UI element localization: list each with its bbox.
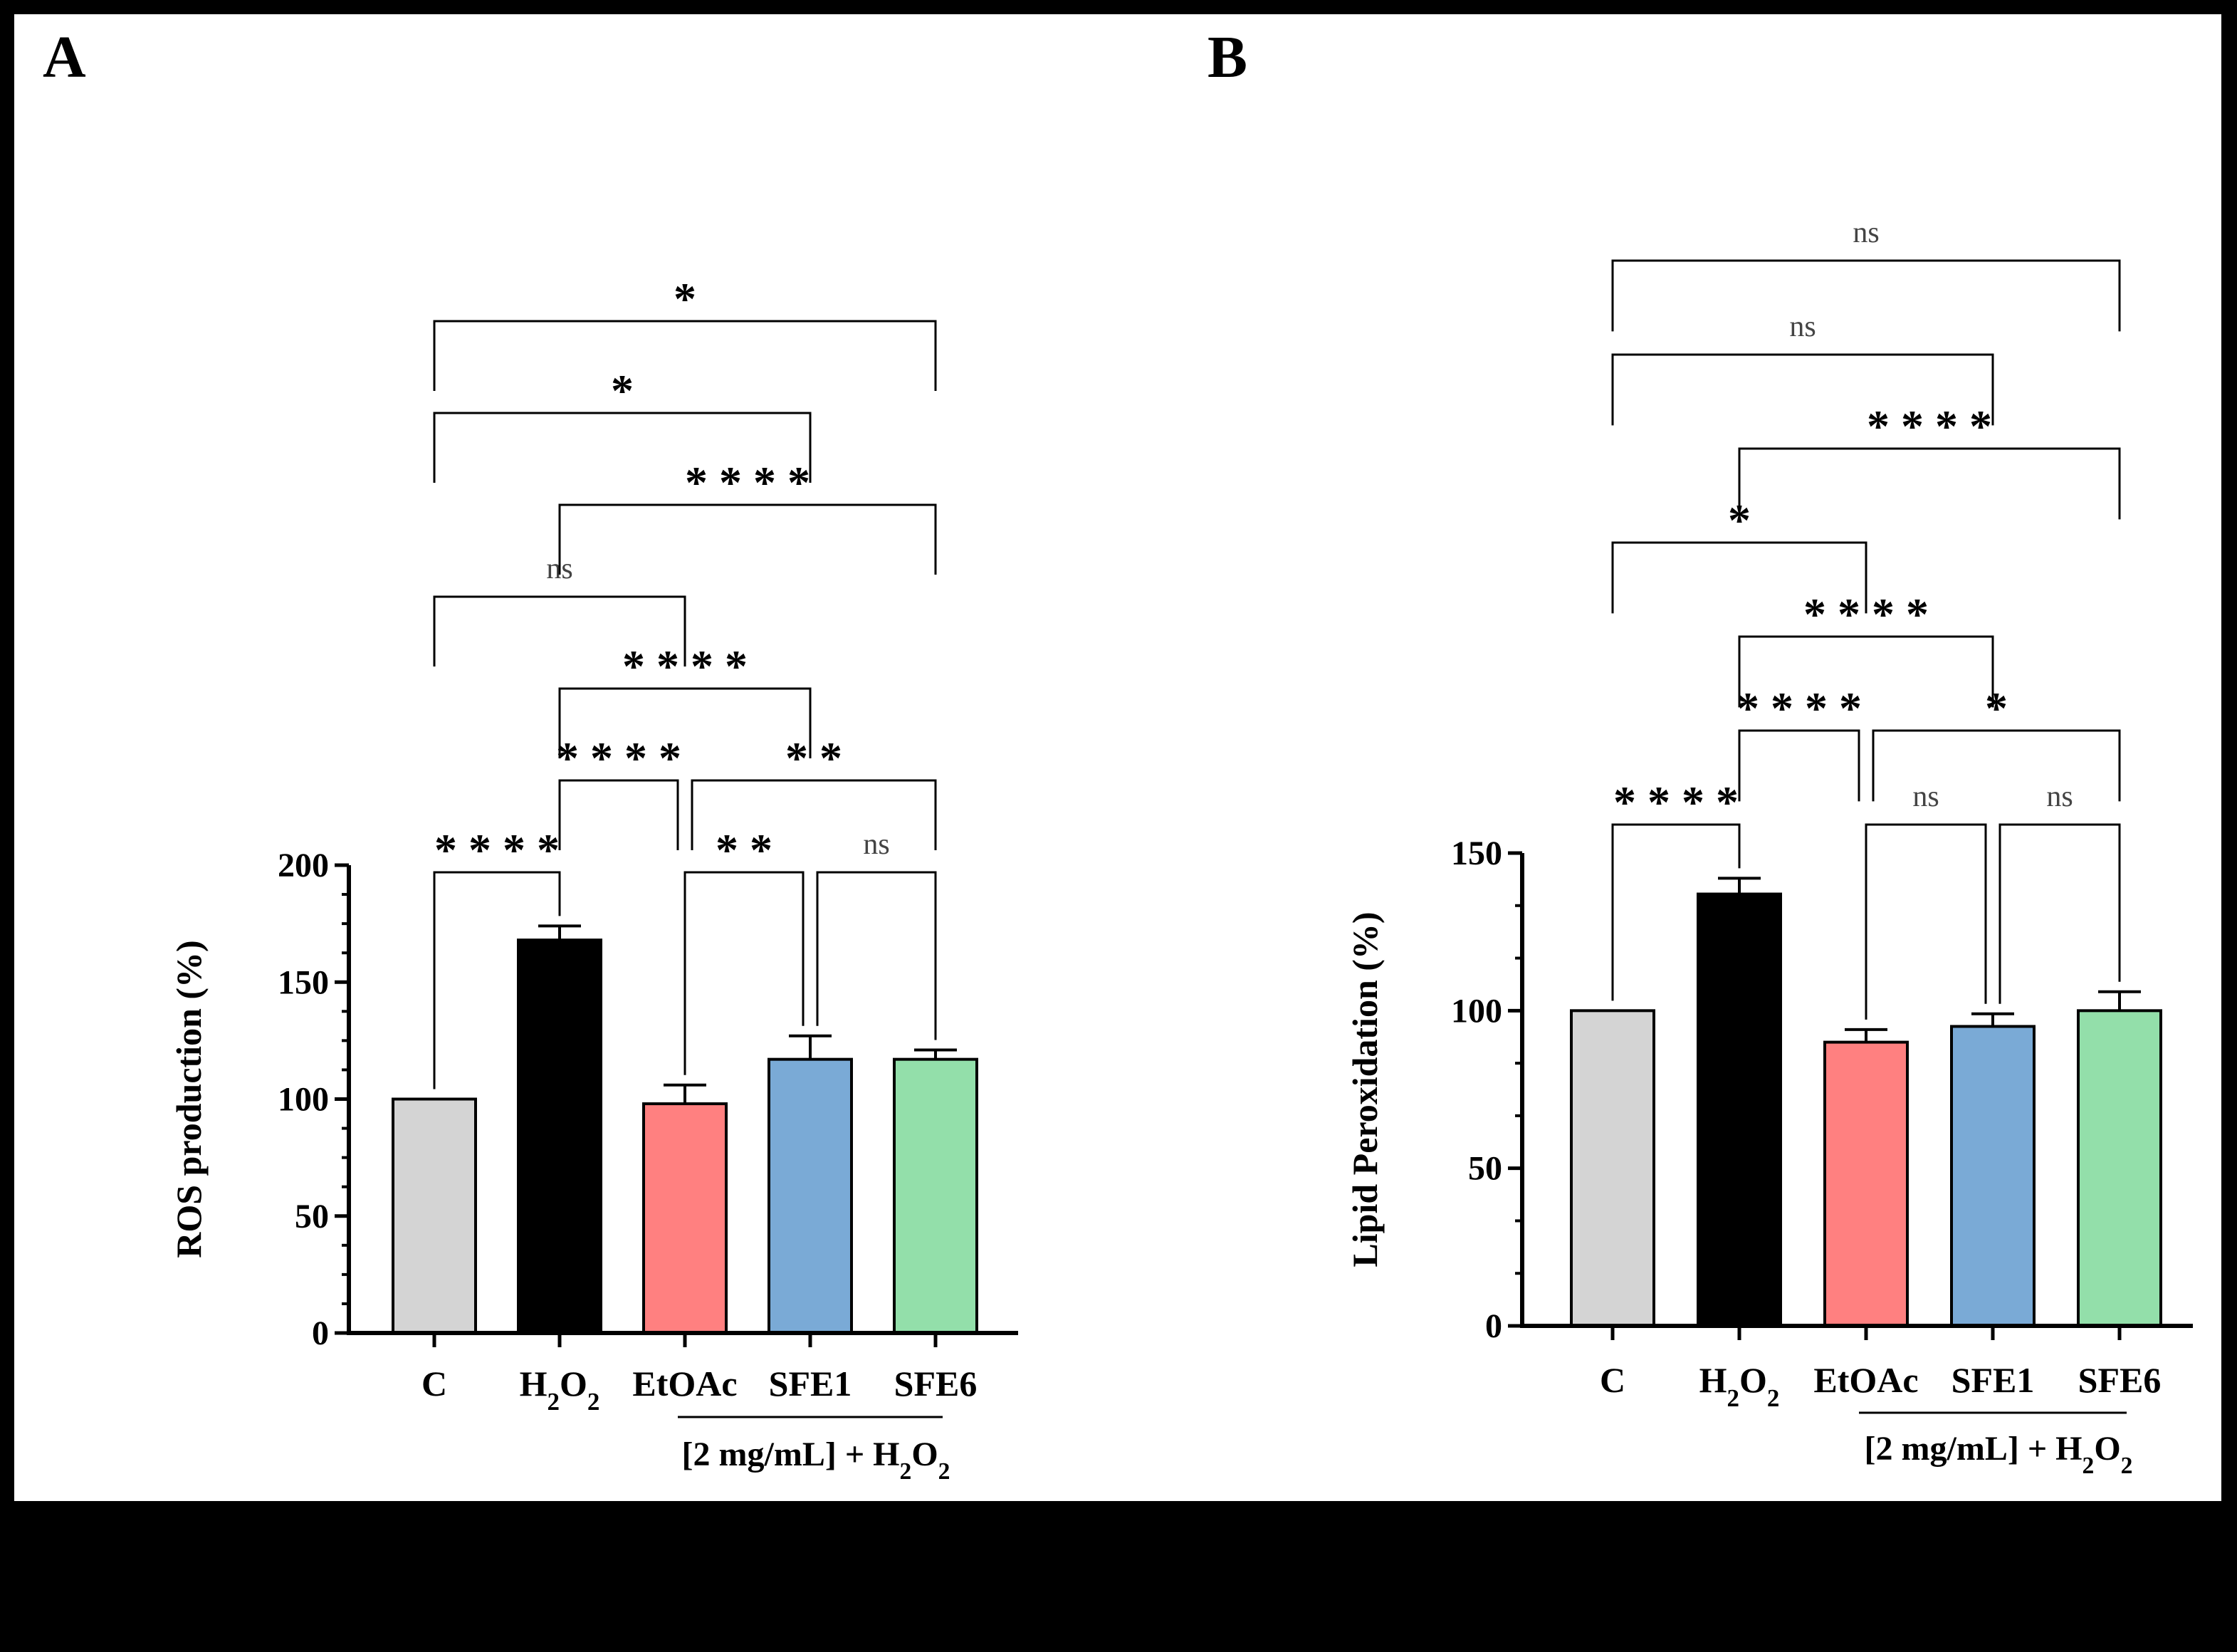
y-axis-title-a: ROS production (%): [169, 940, 209, 1258]
panel-letter-a: A: [43, 24, 86, 90]
sig-bracket-b-c-vs-sfe6: [1611, 259, 2121, 332]
sig-bracket-a-h2o2-vs-sfe6: [558, 503, 937, 575]
sig-bracket-a-h2o2-vs-sfe1: [558, 687, 812, 759]
y-tick-label-b: 0: [1485, 1307, 1502, 1345]
sig-bracket-b-h2o2-vs-sfe1: [1738, 635, 1994, 708]
y-tick-label-a: 100: [278, 1081, 329, 1119]
sig-bracket-b-h2o2-vs-etoac: [1738, 729, 1860, 802]
bar-b-h2o2: [1697, 892, 1782, 1327]
sig-label-b-etoac-vs-sfe6: *: [1985, 683, 2008, 733]
x-tick-label-a-sfe6: SFE6: [894, 1364, 978, 1403]
x-tick-label-b-h2o2: H2O2: [1699, 1360, 1780, 1412]
sig-bracket-a-etoac-vs-sfe1: [683, 871, 805, 1075]
sig-bracket-a-h2o2-vs-etoac: [558, 779, 679, 851]
sig-label-a-h2o2-vs-sfe6: * * * *: [685, 457, 810, 508]
y-tick-label-a: 150: [278, 963, 329, 1001]
x-tick-label-a-h2o2: H2O2: [520, 1364, 600, 1416]
panel-a-chart: ROS production (%) 0 50 100 150 200 C H2O2 EtOAc…: [169, 273, 1018, 1485]
sig-label-a-sfe1-vs-sfe6: ns: [863, 828, 889, 861]
sig-label-a-etoac-vs-sfe1: * *: [716, 825, 772, 875]
y-tick-label-b: 150: [1451, 835, 1502, 872]
y-tick-label-a: 50: [295, 1198, 329, 1235]
sig-bracket-a-c-vs-h2o2: [433, 871, 561, 1089]
sig-bracket-b-c-vs-etoac: [1611, 541, 1867, 614]
y-tick-label-b: 50: [1468, 1150, 1502, 1188]
sig-bracket-b-sfe1-vs-sfe6: [1998, 823, 2121, 1004]
bar-a-sfe1: [768, 1057, 853, 1335]
panel-letter-b: B: [1207, 24, 1247, 90]
sig-label-b-c-vs-h2o2: * * * *: [1613, 777, 1739, 827]
sig-bracket-b-c-vs-sfe1: [1611, 353, 1994, 426]
sig-label-b-etoac-vs-sfe1: ns: [1912, 780, 1939, 813]
x-tick-label-b-c: C: [1600, 1360, 1625, 1400]
sig-bracket-b-h2o2-vs-sfe6: [1738, 447, 2121, 520]
bar-a-c: [392, 1097, 477, 1334]
bar-b-sfe6: [2077, 1009, 2162, 1328]
bar-b-c: [1570, 1009, 1655, 1328]
sig-label-a-etoac-vs-sfe6: * *: [785, 733, 842, 783]
sig-bracket-a-c-vs-sfe6: [433, 320, 937, 392]
x-tick-label-a-sfe1: SFE1: [769, 1364, 852, 1403]
sig-label-a-c-vs-sfe1: *: [611, 365, 634, 416]
y-tick-label-a: 0: [312, 1314, 329, 1352]
x-tick-label-b-etoac: EtOAc: [1813, 1360, 1918, 1400]
bar-b-sfe1: [1950, 1025, 2036, 1327]
bar-a-etoac: [642, 1102, 728, 1334]
sig-label-b-h2o2-vs-etoac: * * * *: [1736, 683, 1862, 733]
sig-label-b-sfe1-vs-sfe6: ns: [2046, 780, 2073, 813]
x-tick-label-a-etoac: EtOAc: [632, 1364, 737, 1403]
sig-label-b-c-vs-sfe6: ns: [1853, 216, 1879, 249]
group-label-a: [2 mg/mL] + H2O2: [682, 1436, 950, 1485]
sig-bracket-b-etoac-vs-sfe6: [1872, 729, 2121, 802]
sig-bracket-a-sfe1-vs-sfe6: [816, 871, 937, 1040]
sig-bracket-b-c-vs-h2o2: [1611, 823, 1741, 1001]
group-label-b: [2 mg/mL] + H2O2: [1865, 1430, 2133, 1479]
sig-bracket-a-c-vs-etoac: [433, 595, 686, 667]
bar-a-sfe6: [893, 1057, 978, 1335]
sig-bracket-a-etoac-vs-sfe6: [691, 779, 937, 851]
sig-label-a-c-vs-sfe6: *: [674, 273, 696, 324]
sig-label-a-c-vs-h2o2: * * * *: [434, 825, 560, 875]
y-tick-label-a: 200: [278, 847, 329, 884]
bar-b-etoac: [1823, 1040, 1909, 1327]
x-tick-label-b-sfe6: SFE6: [2078, 1360, 2162, 1400]
panel-b-chart: Lipid Peroxidation (%) 0 50 100 150 C H2O2 EtOA…: [1345, 216, 2193, 1479]
sig-label-a-h2o2-vs-etoac: * * * *: [556, 733, 681, 783]
sig-bracket-a-c-vs-sfe1: [433, 412, 812, 483]
sig-label-b-c-vs-sfe1: ns: [1789, 310, 1816, 343]
sig-label-b-h2o2-vs-sfe6: * * * *: [1867, 401, 1992, 451]
x-tick-label-a-c: C: [421, 1364, 447, 1403]
y-tick-label-b: 100: [1451, 992, 1502, 1030]
y-axis-title-b: Lipid Peroxidation (%): [1345, 911, 1385, 1267]
sig-bracket-b-etoac-vs-sfe1: [1865, 823, 1987, 1020]
x-tick-label-b-sfe1: SFE1: [1952, 1360, 2035, 1400]
bar-a-h2o2: [517, 939, 602, 1334]
